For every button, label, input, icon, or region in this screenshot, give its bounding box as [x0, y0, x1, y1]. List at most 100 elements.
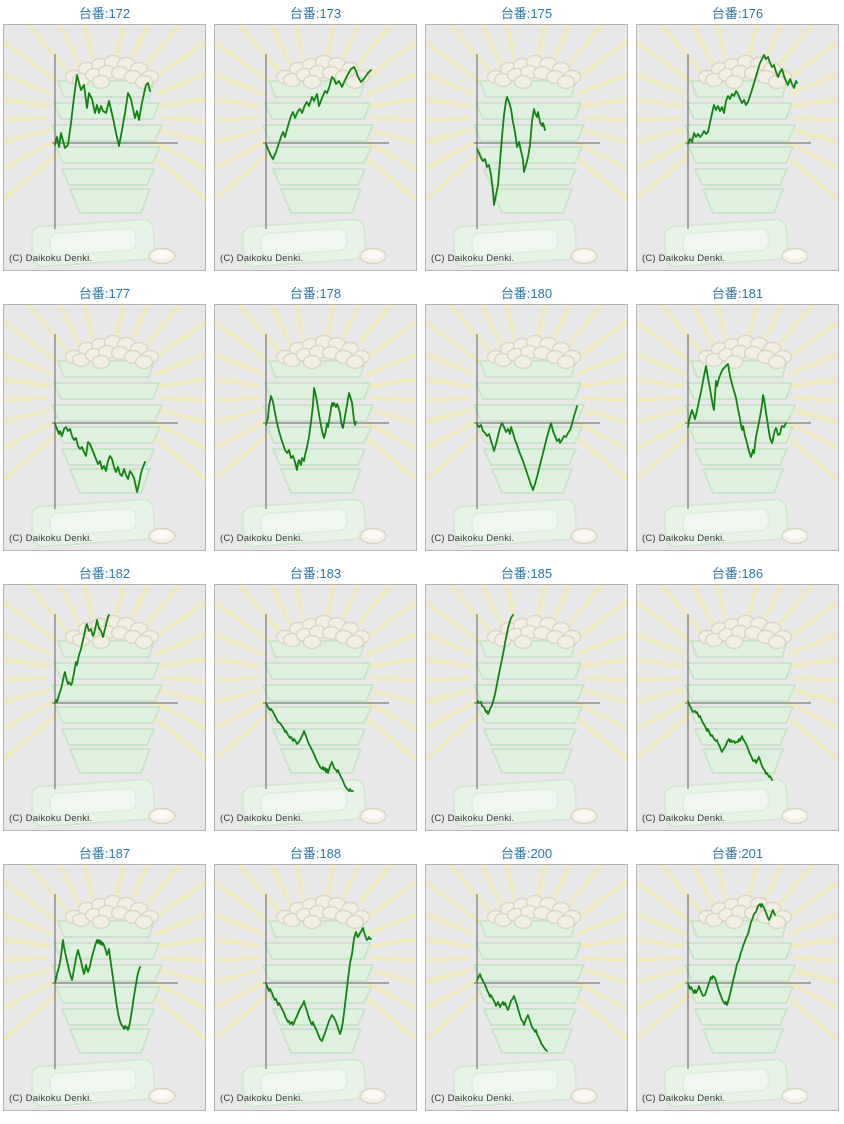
chart-panel: (C) Daikoku Denki. [3, 24, 206, 271]
machine-cell: 台番:182 (C) Daikoku Denki. [3, 563, 206, 831]
machine-chart [637, 585, 838, 830]
panel-title[interactable]: 台番:182 [78, 566, 131, 581]
panel-title[interactable]: 台番:201 [711, 846, 764, 861]
chart-panel: (C) Daikoku Denki. [214, 864, 417, 1111]
machine-cell: 台番:183 (C) Daikoku Denki. [214, 563, 417, 831]
payout-line [687, 363, 787, 458]
machine-watermark-icon [637, 585, 838, 827]
copyright: (C) Daikoku Denki. [431, 1093, 515, 1104]
machine-chart [426, 865, 627, 1110]
chart-panel: (C) Daikoku Denki. [3, 584, 206, 831]
panel-title[interactable]: 台番:175 [500, 6, 553, 21]
chart-panel: (C) Daikoku Denki. [214, 24, 417, 271]
panel-title[interactable]: 台番:183 [289, 566, 342, 581]
payout-line [476, 405, 578, 491]
machine-watermark-icon [637, 865, 838, 1107]
machine-watermark-icon [426, 25, 627, 267]
panel-title[interactable]: 台番:200 [500, 846, 553, 861]
chart-panel: (C) Daikoku Denki. [636, 304, 839, 551]
panel-title[interactable]: 台番:185 [500, 566, 553, 581]
copyright: (C) Daikoku Denki. [431, 253, 515, 264]
copyright: (C) Daikoku Denki. [431, 813, 515, 824]
machine-cell: 台番:200 (C) Daikoku Denki. [425, 843, 628, 1111]
copyright: (C) Daikoku Denki. [642, 1093, 726, 1104]
payout-line [687, 903, 776, 1006]
machine-chart [4, 305, 205, 550]
machine-chart [215, 305, 416, 550]
payout-line [687, 700, 773, 781]
copyright: (C) Daikoku Denki. [220, 533, 304, 544]
copyright: (C) Daikoku Denki. [9, 253, 93, 264]
copyright: (C) Daikoku Denki. [220, 253, 304, 264]
chart-panel: (C) Daikoku Denki. [3, 864, 206, 1111]
machine-cell: 台番:187 (C) Daikoku Denki. [3, 843, 206, 1111]
copyright: (C) Daikoku Denki. [9, 1093, 93, 1104]
payout-line [265, 927, 372, 1042]
machine-watermark-icon [215, 305, 416, 547]
machine-watermark-icon [4, 25, 205, 267]
machine-cell: 台番:172 (C) Daikoku Denki. [3, 3, 206, 271]
copyright: (C) Daikoku Denki. [642, 813, 726, 824]
machine-cell: 台番:177 (C) Daikoku Denki. [3, 283, 206, 551]
panel-title[interactable]: 台番:180 [500, 286, 553, 301]
chart-panel: (C) Daikoku Denki. [636, 584, 839, 831]
payout-line [476, 973, 548, 1052]
machine-watermark-icon [4, 305, 205, 547]
chart-panel: (C) Daikoku Denki. [214, 584, 417, 831]
panel-title[interactable]: 台番:181 [711, 286, 764, 301]
panel-title[interactable]: 台番:187 [78, 846, 131, 861]
machine-watermark-icon [426, 585, 627, 827]
machine-watermark-icon [215, 585, 416, 827]
copyright: (C) Daikoku Denki. [9, 533, 93, 544]
payout-line [476, 614, 514, 715]
payout-line [265, 66, 372, 160]
chart-panel: (C) Daikoku Denki. [3, 304, 206, 551]
payout-line [687, 54, 798, 145]
machine-cell: 台番:181 (C) Daikoku Denki. [636, 283, 839, 551]
panel-title[interactable]: 台番:188 [289, 846, 342, 861]
copyright: (C) Daikoku Denki. [220, 813, 304, 824]
machine-chart [215, 25, 416, 270]
machine-cell: 台番:176 (C) Daikoku Denki. [636, 3, 839, 271]
machine-watermark-icon [4, 865, 205, 1107]
machine-chart [215, 585, 416, 830]
panel-title[interactable]: 台番:172 [78, 6, 131, 21]
machine-watermark-icon [426, 305, 627, 547]
payout-line [265, 702, 354, 792]
panel-title[interactable]: 台番:186 [711, 566, 764, 581]
copyright: (C) Daikoku Denki. [642, 533, 726, 544]
machine-watermark-icon [637, 305, 838, 547]
machine-cell: 台番:180 (C) Daikoku Denki. [425, 283, 628, 551]
machine-chart [215, 865, 416, 1110]
machine-cell: 台番:185 (C) Daikoku Denki. [425, 563, 628, 831]
copyright: (C) Daikoku Denki. [9, 813, 93, 824]
panel-title[interactable]: 台番:173 [289, 6, 342, 21]
machine-cell: 台番:178 (C) Daikoku Denki. [214, 283, 417, 551]
payout-line [54, 423, 146, 493]
machine-cell: 台番:188 (C) Daikoku Denki. [214, 843, 417, 1111]
machine-watermark-icon [4, 585, 205, 827]
machine-watermark-icon [215, 865, 416, 1107]
machine-watermark-icon [215, 25, 416, 267]
chart-panel: (C) Daikoku Denki. [214, 304, 417, 551]
machine-cell: 台番:175 (C) Daikoku Denki. [425, 3, 628, 271]
payout-line [54, 939, 141, 1031]
machine-chart [637, 305, 838, 550]
machine-chart [637, 865, 838, 1110]
chart-panel: (C) Daikoku Denki. [636, 24, 839, 271]
panel-title[interactable]: 台番:178 [289, 286, 342, 301]
machine-chart [426, 585, 627, 830]
machine-cell: 台番:173 (C) Daikoku Denki. [214, 3, 417, 271]
machine-watermark-icon [426, 865, 627, 1107]
payout-line [54, 74, 151, 149]
chart-panel: (C) Daikoku Denki. [425, 864, 628, 1111]
panel-title[interactable]: 台番:177 [78, 286, 131, 301]
chart-panel: (C) Daikoku Denki. [425, 584, 628, 831]
chart-panel: (C) Daikoku Denki. [636, 864, 839, 1111]
copyright: (C) Daikoku Denki. [431, 533, 515, 544]
copyright: (C) Daikoku Denki. [220, 1093, 304, 1104]
machine-chart [426, 305, 627, 550]
panel-title[interactable]: 台番:176 [711, 6, 764, 21]
machine-cell: 台番:186 (C) Daikoku Denki. [636, 563, 839, 831]
